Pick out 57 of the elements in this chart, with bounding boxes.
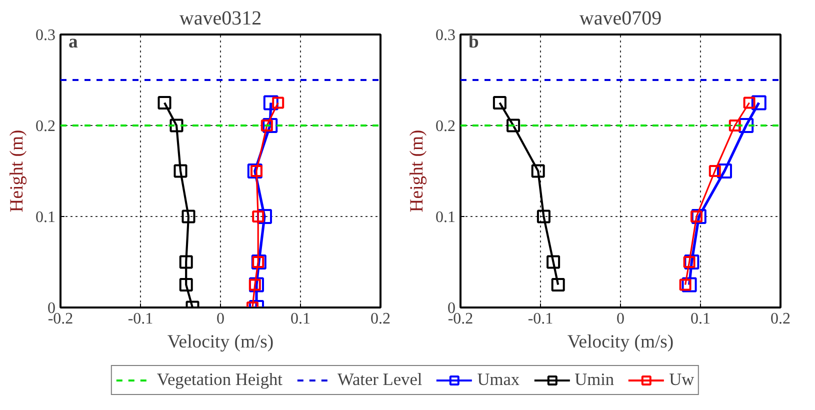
point — [248, 278, 261, 291]
point — [492, 96, 506, 110]
point — [158, 96, 172, 110]
legend-label: Umax — [477, 370, 520, 390]
y-tick-label: 0.2 — [36, 118, 56, 135]
x-tick-label: -0.1 — [128, 310, 154, 328]
point — [170, 118, 184, 132]
x-tick-label: 0.2 — [770, 310, 790, 328]
point — [546, 255, 560, 269]
legend-label: Umin — [574, 370, 614, 390]
point — [257, 209, 272, 224]
y-tick-label: 0.3 — [36, 27, 56, 44]
point — [174, 164, 188, 178]
legend-label: Uw — [669, 370, 694, 390]
y-axis-title: Height (m) — [406, 130, 428, 212]
point — [738, 118, 754, 133]
point — [682, 277, 697, 292]
y-tick-label: 0.1 — [36, 209, 56, 226]
point — [272, 96, 284, 109]
point — [182, 210, 196, 224]
annotation: a — [68, 32, 78, 52]
point — [262, 118, 278, 133]
point — [679, 278, 692, 291]
point — [179, 278, 193, 292]
point — [531, 164, 545, 178]
x-tick-label: 0 — [616, 310, 624, 328]
point — [263, 95, 278, 110]
point — [683, 256, 696, 268]
point — [717, 164, 732, 178]
point — [506, 118, 520, 132]
point — [252, 210, 264, 222]
point — [728, 120, 741, 132]
legend-label: Vegetation Height — [156, 370, 283, 390]
legend-label: Water Level — [338, 370, 422, 390]
point — [743, 96, 756, 109]
point — [751, 95, 766, 110]
point — [179, 255, 193, 269]
x-axis-title: Velocity (m/s) — [567, 332, 674, 352]
y-tick-label: 0.3 — [436, 27, 456, 44]
x-tick-label: -0.1 — [528, 310, 554, 328]
y-axis-title: Height (m) — [6, 130, 28, 212]
x-tick-label: 0.1 — [290, 310, 310, 328]
y-tick-label: 0.2 — [436, 118, 456, 135]
y-tick-label: 0.1 — [436, 209, 456, 226]
chart-title: wave0312 — [179, 8, 262, 30]
point — [691, 209, 706, 224]
x-tick-label: 0 — [216, 310, 224, 328]
x-tick-label: 0.2 — [370, 310, 390, 328]
annotation: b — [468, 32, 479, 52]
x-axis-title: Velocity (m/s) — [167, 332, 274, 352]
point — [536, 210, 550, 224]
chart-title: wave0709 — [579, 8, 662, 30]
x-tick-label: 0.1 — [690, 310, 710, 328]
point — [684, 254, 700, 270]
point — [551, 278, 565, 292]
point — [708, 165, 721, 177]
point — [260, 120, 273, 132]
